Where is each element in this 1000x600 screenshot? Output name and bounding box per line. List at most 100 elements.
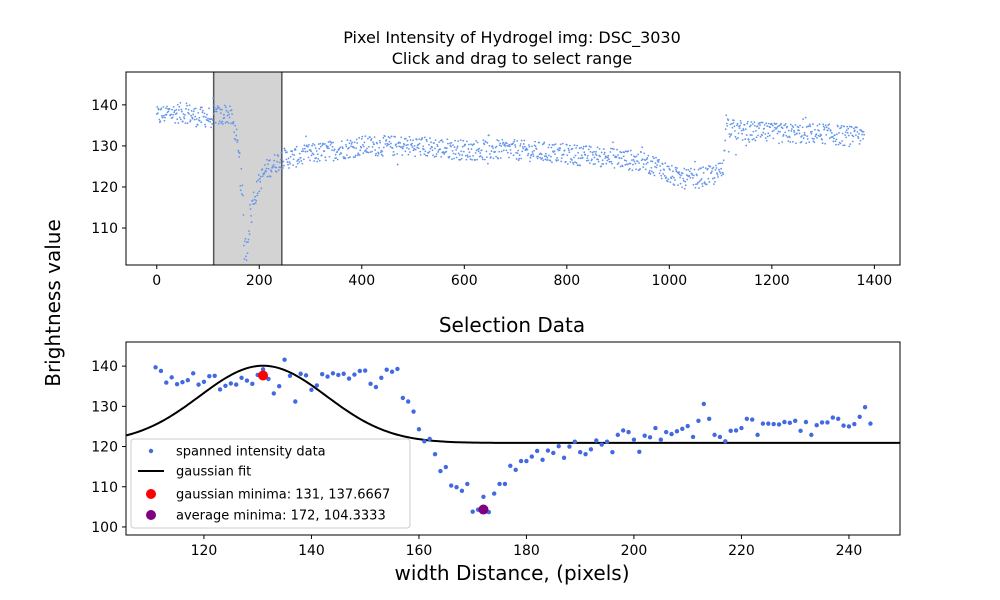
top-data-point <box>316 160 319 163</box>
top-data-point <box>413 147 415 150</box>
top-data-point <box>219 108 222 111</box>
top-data-point <box>787 140 790 143</box>
shared-y-axis-label: Brightness value <box>41 219 65 387</box>
top-data-point <box>529 160 531 163</box>
top-data-point <box>303 144 306 147</box>
spanned-data-point <box>314 383 320 388</box>
top-data-point <box>451 149 454 152</box>
top-data-point <box>862 130 865 133</box>
top-data-point <box>623 151 626 154</box>
top-data-point <box>317 143 320 146</box>
top-data-point <box>776 132 779 135</box>
top-data-point <box>746 120 749 123</box>
spanned-data-point <box>658 437 664 442</box>
top-data-point <box>740 129 743 132</box>
top-data-point <box>353 146 355 149</box>
top-data-point <box>203 115 205 118</box>
top-data-point <box>593 156 596 159</box>
spanned-data-point <box>561 455 567 460</box>
top-data-point <box>221 123 224 125</box>
top-data-point <box>211 123 214 125</box>
top-data-point <box>660 177 663 180</box>
top-data-point <box>553 143 555 146</box>
top-data-point <box>610 160 613 163</box>
top-data-point <box>193 118 196 121</box>
top-data-point <box>495 155 497 158</box>
top-data-point <box>744 138 747 140</box>
top-data-point <box>523 145 526 148</box>
top-data-point <box>829 129 832 132</box>
top-selection-span[interactable] <box>212 72 283 265</box>
top-data-point <box>381 154 384 157</box>
top-data-point <box>769 126 772 129</box>
top-data-point <box>846 125 849 128</box>
top-data-point <box>339 146 342 149</box>
top-data-point <box>697 181 699 184</box>
top-data-point <box>165 107 167 110</box>
top-data-point <box>501 138 504 141</box>
top-data-point <box>396 153 399 155</box>
top-data-point <box>805 126 808 128</box>
top-data-point <box>687 168 690 171</box>
top-panel[interactable]: 0 200 400 600 800 1000 1200 1400 110 120 130 140 <box>91 71 901 289</box>
top-data-point <box>476 141 479 144</box>
top-data-point <box>273 159 276 162</box>
top-data-point <box>620 151 623 154</box>
top-data-point <box>476 158 479 161</box>
legend-label-spanned: spanned intensity data <box>176 445 326 460</box>
top-data-point <box>244 237 247 240</box>
top-data-point <box>328 155 331 158</box>
top-data-point <box>802 118 805 121</box>
bottom-x-tick-label: 240 <box>836 543 863 559</box>
top-data-point <box>440 139 443 141</box>
spanned-data-point <box>690 434 696 440</box>
top-data-point <box>458 154 461 156</box>
top-data-point <box>776 126 778 129</box>
top-data-point <box>507 145 510 147</box>
top-data-point <box>738 127 741 130</box>
spanned-data-point <box>287 373 293 378</box>
top-data-point <box>228 113 230 116</box>
top-data-point <box>845 129 848 132</box>
top-data-point <box>857 137 860 139</box>
top-data-point <box>844 134 847 136</box>
top-data-point <box>294 148 297 151</box>
top-data-point <box>820 134 822 137</box>
top-data-point <box>631 169 634 172</box>
top-data-point <box>199 108 202 111</box>
top-data-point <box>158 118 161 121</box>
spanned-data-point <box>400 395 406 401</box>
top-data-point <box>804 116 807 119</box>
top-data-point <box>818 123 821 126</box>
top-data-point <box>514 144 516 146</box>
top-data-point <box>586 157 589 160</box>
spanned-data-point <box>631 437 637 442</box>
top-data-point <box>509 145 511 148</box>
top-data-point <box>516 152 519 155</box>
top-data-point <box>532 153 534 155</box>
top-data-point <box>611 162 613 165</box>
top-data-point <box>195 125 198 128</box>
bottom-x-tick-label: 220 <box>728 543 755 559</box>
top-data-point <box>848 125 851 128</box>
top-data-point <box>789 123 792 126</box>
top-data-point <box>756 125 759 128</box>
top-data-point <box>360 146 363 149</box>
spanned-data-point <box>637 449 642 454</box>
top-data-point <box>250 214 252 217</box>
top-data-point <box>826 129 829 132</box>
top-data-point <box>837 143 840 146</box>
top-data-point <box>534 145 537 148</box>
top-data-point <box>630 153 633 156</box>
top-data-point <box>213 106 216 109</box>
top-data-point <box>681 186 684 189</box>
top-data-point <box>371 150 373 153</box>
selection-span-fill[interactable] <box>213 72 282 265</box>
top-data-point <box>536 157 539 160</box>
top-data-point <box>244 240 246 243</box>
top-data-point <box>520 157 523 160</box>
top-data-point <box>484 140 487 143</box>
top-data-point <box>737 137 739 139</box>
top-data-point <box>600 151 603 154</box>
